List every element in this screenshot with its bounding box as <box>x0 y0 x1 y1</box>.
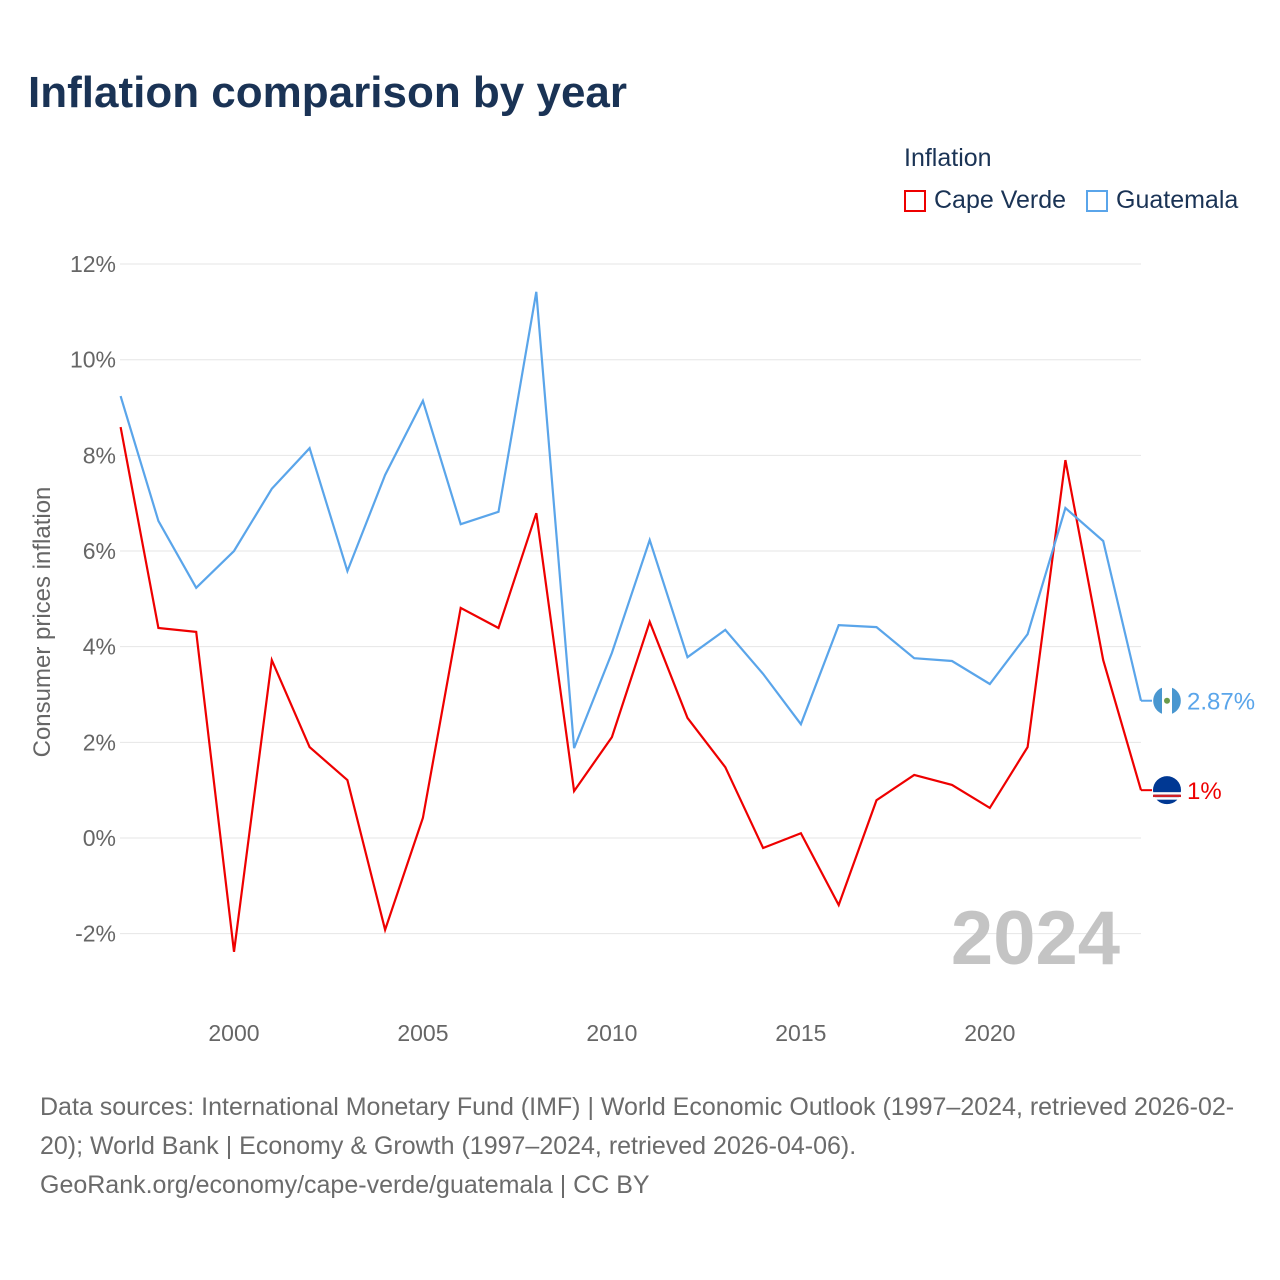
y-tick-label: 8% <box>83 442 116 468</box>
x-tick-label: 2005 <box>397 1020 448 1046</box>
y-tick-label: 12% <box>70 251 116 277</box>
flag-stripe <box>1153 797 1181 800</box>
legend-swatch-guatemala <box>1086 189 1108 212</box>
sources-text: Data sources: International Monetary Fun… <box>40 1093 1235 1160</box>
legend-item-cape-verde[interactable]: Cape Verde <box>904 186 1066 215</box>
legend-label: Cape Verde <box>934 186 1067 214</box>
y-tick-label: 2% <box>83 729 116 755</box>
legend-title: Inflation <box>904 144 992 172</box>
x-tick-label: 2000 <box>208 1020 259 1046</box>
y-tick-label: 4% <box>83 634 116 660</box>
y-axis-label: Consumer prices inflation <box>29 487 56 758</box>
flag-cape-verde-icon <box>1153 776 1181 805</box>
series-line-cape-verde <box>119 426 1143 952</box>
y-tick-label: 0% <box>83 825 116 851</box>
flag-stripe <box>1153 794 1181 798</box>
data-sources: Data sources: International Monetary Fun… <box>40 1088 1250 1205</box>
flag-stripe <box>1153 792 1181 795</box>
legend-label: Guatemala <box>1116 186 1239 214</box>
y-tick-label: 6% <box>83 538 116 564</box>
y-tick-label: 10% <box>70 347 116 373</box>
flag-bg <box>1153 776 1181 805</box>
sources-link[interactable]: GeoRank.org/economy/cape-verde/guatemala… <box>40 1171 650 1199</box>
x-tick-label: 2010 <box>586 1020 637 1046</box>
end-value-label-guatemala: 2.87% <box>1187 689 1255 716</box>
x-tick-label: 2020 <box>964 1020 1015 1046</box>
line-chart: -2%0%2%4%6%8%10%12%2000 2005 2010 2015 2020 … <box>29 251 1255 1046</box>
x-tick-label: 2015 <box>775 1020 826 1046</box>
chart-title: Inflation comparison by year <box>28 68 628 117</box>
series-line-guatemala <box>119 291 1143 749</box>
flag-guatemala-icon <box>1153 686 1181 715</box>
flag-stripe <box>1172 687 1181 714</box>
end-value-label-cape-verde: 1% <box>1187 778 1222 805</box>
flag-stripe <box>1153 687 1162 714</box>
y-tick-label: -2% <box>75 921 116 947</box>
legend-swatch-cape-verde <box>904 189 926 212</box>
legend-item-guatemala[interactable]: Guatemala <box>1086 186 1238 215</box>
year-watermark: 2024 <box>951 896 1120 981</box>
flag-emblem <box>1164 697 1170 704</box>
